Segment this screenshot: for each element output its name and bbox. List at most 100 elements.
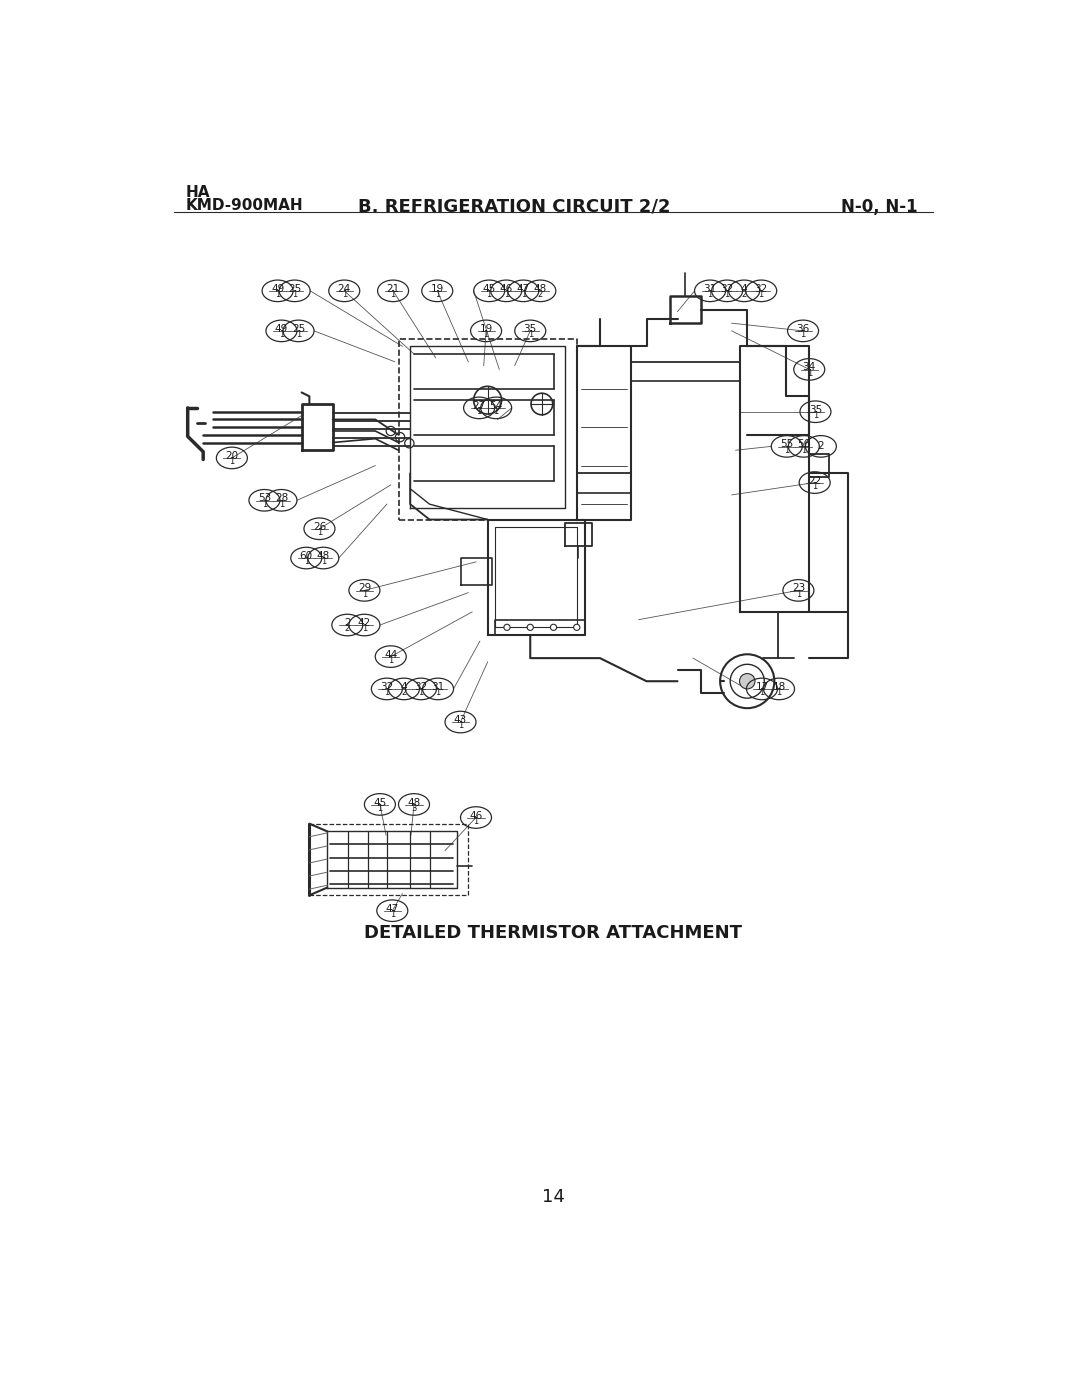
Text: 1: 1: [390, 909, 395, 919]
Text: 1: 1: [528, 330, 532, 339]
Text: 1: 1: [388, 657, 393, 665]
Text: 23: 23: [792, 584, 805, 594]
Text: 49: 49: [274, 324, 288, 334]
Text: 1: 1: [473, 817, 478, 826]
Text: 35: 35: [524, 324, 537, 334]
Text: 27: 27: [472, 401, 486, 411]
Text: 19: 19: [480, 324, 492, 334]
Text: 45: 45: [483, 284, 496, 293]
Text: 2: 2: [742, 291, 746, 299]
Text: 1: 1: [812, 482, 818, 490]
Text: 1: 1: [377, 803, 382, 813]
Text: 25: 25: [292, 324, 306, 334]
Text: 1: 1: [494, 408, 499, 416]
Text: 48: 48: [534, 284, 546, 293]
Text: 1: 1: [362, 624, 367, 633]
Text: HA: HA: [186, 184, 210, 200]
Text: 54: 54: [489, 401, 503, 411]
Text: DETAILED THERMISTOR ATTACHMENT: DETAILED THERMISTOR ATTACHMENT: [365, 923, 743, 942]
Text: 1: 1: [435, 689, 441, 697]
Circle shape: [551, 624, 556, 630]
Text: 25: 25: [288, 284, 301, 293]
Text: 1: 1: [807, 369, 812, 377]
Text: 32: 32: [755, 284, 768, 293]
Text: 2: 2: [538, 291, 543, 299]
Text: 1: 1: [476, 408, 482, 416]
Text: 1: 1: [484, 330, 488, 339]
Text: 53: 53: [258, 493, 271, 503]
Text: 32: 32: [380, 682, 393, 692]
Text: 24: 24: [338, 284, 351, 293]
Text: 18: 18: [772, 682, 785, 692]
Text: 1: 1: [296, 330, 301, 339]
Circle shape: [504, 624, 510, 630]
Text: 1: 1: [801, 446, 807, 455]
Text: 1: 1: [391, 291, 395, 299]
Text: 60: 60: [300, 550, 313, 562]
Text: 1: 1: [316, 528, 322, 536]
Text: 21: 21: [387, 284, 400, 293]
Text: KMD-900MAH: KMD-900MAH: [186, 197, 303, 212]
Text: 1: 1: [229, 457, 234, 467]
Text: 2: 2: [345, 617, 351, 629]
Text: 1: 1: [813, 411, 818, 420]
Text: 1: 1: [707, 291, 713, 299]
Text: 22: 22: [808, 475, 821, 486]
Text: 45: 45: [374, 798, 387, 807]
Text: 1: 1: [725, 291, 730, 299]
Text: 17: 17: [755, 682, 769, 692]
Text: 42: 42: [357, 617, 372, 629]
Text: N-0, N-1: N-0, N-1: [841, 197, 918, 215]
Text: 1: 1: [341, 291, 347, 299]
Text: 29: 29: [357, 584, 372, 594]
Text: 32: 32: [720, 284, 733, 293]
Text: 1: 1: [362, 590, 367, 599]
Text: 1: 1: [759, 689, 765, 697]
Text: 1: 1: [292, 291, 297, 299]
Text: 28: 28: [274, 493, 288, 503]
Text: 4: 4: [401, 682, 407, 692]
Text: 1: 1: [279, 500, 284, 509]
Circle shape: [740, 673, 755, 689]
Text: 1: 1: [303, 557, 309, 566]
Text: 46: 46: [500, 284, 513, 293]
Text: 1: 1: [321, 557, 326, 566]
Text: 1: 1: [434, 291, 440, 299]
Text: 2: 2: [345, 624, 350, 633]
Text: 1: 1: [800, 330, 806, 339]
Text: 46: 46: [470, 810, 483, 820]
Text: 36: 36: [796, 324, 810, 334]
Text: 48: 48: [407, 798, 420, 807]
Text: 1: 1: [521, 291, 526, 299]
Text: 31: 31: [431, 682, 445, 692]
Text: 44: 44: [384, 650, 397, 659]
Text: 26: 26: [313, 522, 326, 532]
Text: 1: 1: [784, 446, 789, 455]
Text: 2: 2: [818, 441, 824, 451]
Text: 1: 1: [777, 689, 782, 697]
Text: 56: 56: [797, 440, 810, 450]
Text: 47: 47: [516, 284, 530, 293]
Text: 1: 1: [279, 330, 284, 339]
Text: 1: 1: [261, 500, 267, 509]
Text: 20: 20: [226, 451, 239, 461]
Text: 31: 31: [703, 284, 717, 293]
Text: 1: 1: [487, 291, 491, 299]
Text: 1: 1: [275, 291, 280, 299]
Text: 1: 1: [418, 689, 423, 697]
Text: 47: 47: [386, 904, 399, 914]
Text: 1: 1: [458, 721, 463, 731]
Text: 14: 14: [542, 1187, 565, 1206]
Text: 1: 1: [758, 291, 764, 299]
Circle shape: [527, 624, 534, 630]
Text: 35: 35: [809, 405, 822, 415]
Text: 49: 49: [271, 284, 284, 293]
Text: 1: 1: [503, 291, 509, 299]
Text: 34: 34: [802, 362, 815, 373]
Text: 55: 55: [780, 440, 794, 450]
Text: 4: 4: [741, 284, 747, 293]
Text: 2: 2: [402, 689, 406, 697]
Text: 48: 48: [316, 550, 330, 562]
Text: 3: 3: [411, 803, 417, 813]
Text: 43: 43: [454, 715, 468, 725]
